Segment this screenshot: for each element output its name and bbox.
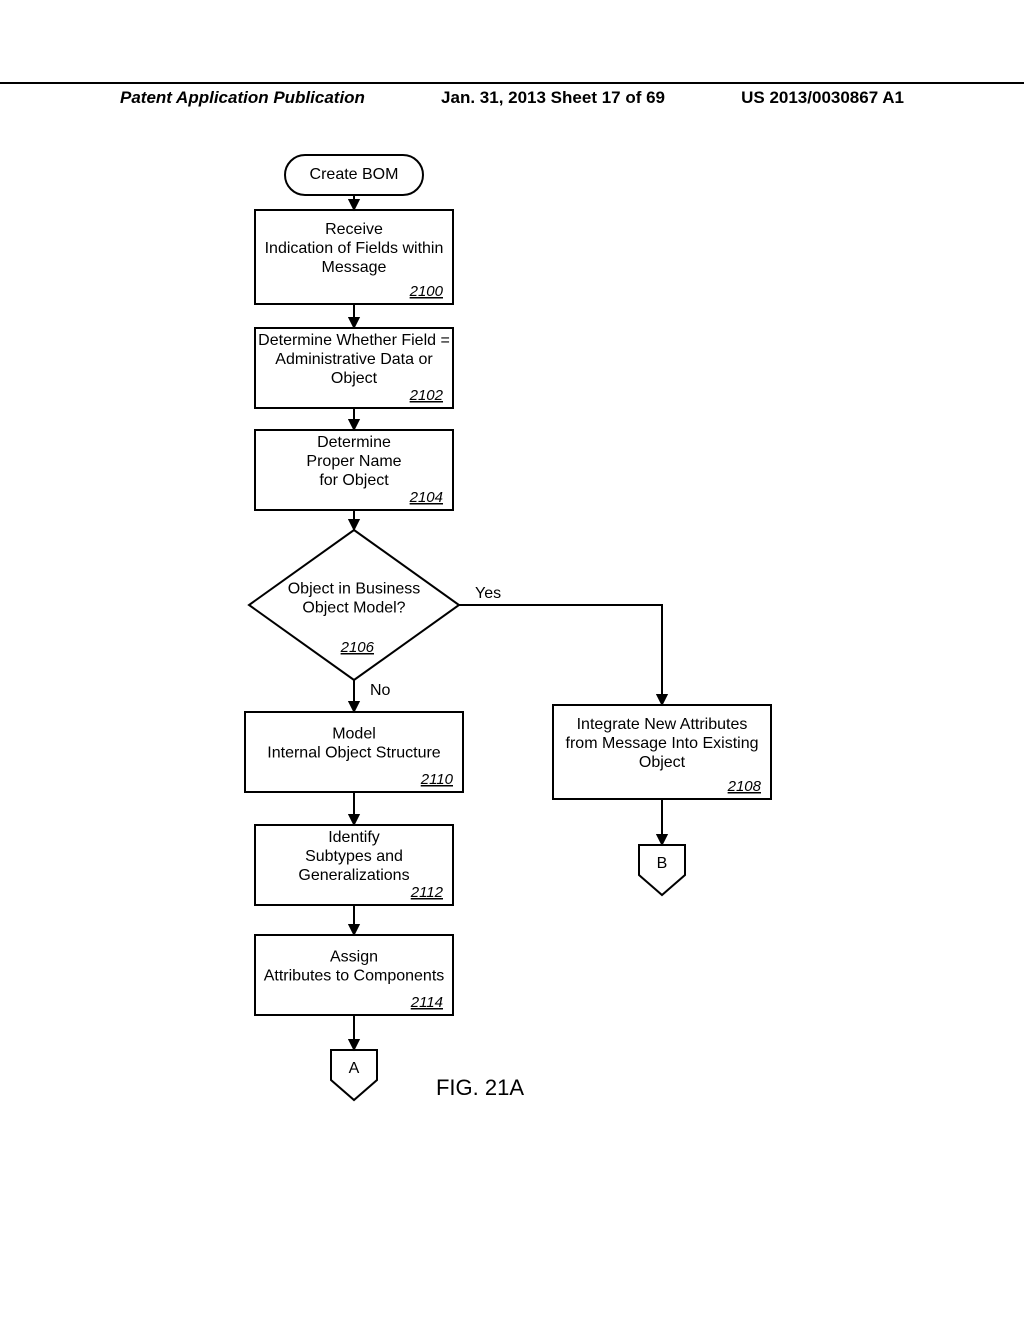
node-ref: 2104 (409, 489, 443, 506)
node-text: Proper Name (306, 453, 401, 470)
node-ref: 2100 (409, 283, 444, 300)
node-ref: 2102 (409, 387, 444, 404)
node-text: Internal Object Structure (267, 745, 441, 762)
node-text: Identify (328, 829, 380, 846)
edge (459, 605, 662, 705)
node-text: Generalizations (298, 867, 409, 884)
node-text: Determine Whether Field = (258, 332, 450, 349)
node-connA: A (331, 1050, 377, 1100)
node-text: Create BOM (310, 166, 399, 183)
node-ref: 2114 (410, 994, 443, 1011)
node-text: Attributes to Components (264, 968, 445, 985)
node-text: A (349, 1060, 360, 1077)
node-n2114: Assign Attributes to Components 2114 (255, 935, 453, 1015)
node-n2110: Model Internal Object Structure 2110 (245, 712, 463, 792)
node-text: from Message Into Existing (566, 735, 759, 752)
node-text: Determine (317, 434, 391, 451)
node-text: Object (639, 754, 686, 771)
edge-label: No (370, 682, 391, 699)
flowchart-svg: Create BOM Receive Indication of Fields wi… (0, 0, 1024, 1320)
node-connB: B (639, 845, 685, 895)
node-text: Integrate New Attributes (577, 716, 748, 733)
node-n2106: Object in Business Object Model? 2106 (249, 530, 459, 680)
node-text: Subtypes and (305, 848, 403, 865)
node-text: Object in Business (288, 581, 421, 598)
edge-label: Yes (475, 585, 501, 602)
node-text: Indication of Fields within (265, 240, 444, 257)
figure-label: FIG. 21A (436, 1075, 524, 1100)
node-text: Object Model? (302, 600, 405, 617)
node-text: Receive (325, 221, 383, 238)
node-n2112: Identify Subtypes and Generalizations2112 (255, 825, 453, 905)
node-start: Create BOM (285, 155, 423, 195)
node-text: for Object (319, 472, 389, 489)
node-ref: 2112 (410, 884, 444, 901)
node-ref: 2110 (420, 771, 454, 788)
node-text: Message (322, 259, 387, 276)
node-n2102: Determine Whether Field = Administrative … (255, 328, 453, 408)
node-text: Administrative Data or (275, 351, 433, 368)
node-ref: 2106 (340, 639, 375, 656)
node-ref: 2108 (727, 778, 762, 795)
node-n2100: Receive Indication of Fields within Messag… (255, 210, 453, 304)
node-text: Assign (330, 949, 378, 966)
node-text: Model (332, 726, 376, 743)
node-text: Object (331, 370, 378, 387)
node-n2104: Determine Proper Name for Object 2104 (255, 430, 453, 510)
node-n2108: Integrate New Attributes from Message Int… (553, 705, 771, 799)
node-text: B (657, 855, 668, 872)
